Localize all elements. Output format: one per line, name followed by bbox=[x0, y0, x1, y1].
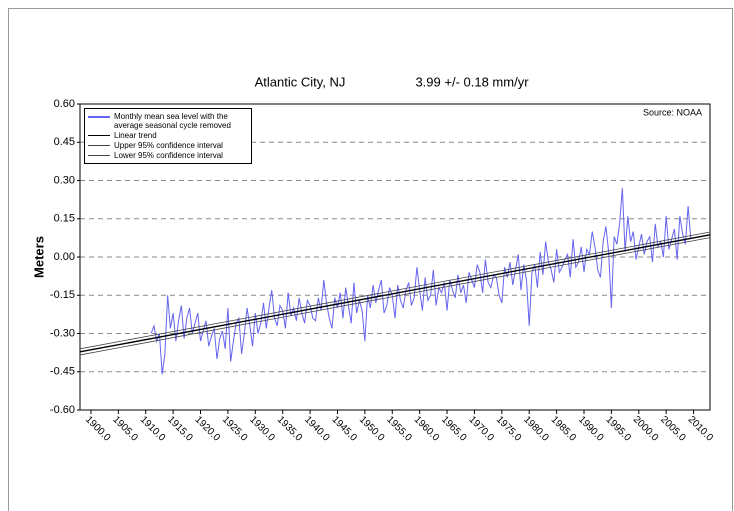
y-tick-label: 0.45 bbox=[54, 136, 75, 148]
series-line bbox=[150, 188, 692, 375]
x-tick-label: 1985.0 bbox=[549, 414, 579, 444]
x-tick-label: 1970.0 bbox=[466, 414, 496, 444]
series-line bbox=[79, 231, 711, 350]
y-tick-label: -0.60 bbox=[50, 404, 75, 416]
x-tick-label: 1975.0 bbox=[494, 414, 524, 444]
y-tick-label: -0.45 bbox=[50, 366, 75, 378]
x-tick-label: 1935.0 bbox=[275, 414, 305, 444]
x-tick-label: 1925.0 bbox=[220, 414, 250, 444]
plot-area bbox=[79, 103, 711, 411]
x-tick-label: 1965.0 bbox=[439, 414, 469, 444]
y-tick-label: -0.15 bbox=[50, 289, 75, 301]
y-axis-label: Meters bbox=[31, 236, 46, 278]
x-tick-label: 1990.0 bbox=[576, 414, 606, 444]
x-tick-label: 1980.0 bbox=[521, 414, 551, 444]
x-tick-label: 1910.0 bbox=[138, 414, 168, 444]
legend-item: Monthly mean sea level with the average … bbox=[88, 112, 248, 130]
x-tick-label: 2005.0 bbox=[658, 414, 688, 444]
x-tick-label: 1995.0 bbox=[603, 414, 633, 444]
annotation: Source: NOAA bbox=[643, 107, 702, 117]
series-line bbox=[79, 234, 711, 353]
x-tick-label: 2000.0 bbox=[631, 414, 661, 444]
legend-label: Linear trend bbox=[114, 131, 157, 140]
x-tick-label: 1950.0 bbox=[357, 414, 387, 444]
y-tick-label: 0.15 bbox=[54, 213, 75, 225]
legend: Monthly mean sea level with the average … bbox=[84, 108, 252, 164]
chart-title: Atlantic City, NJ bbox=[255, 74, 346, 89]
legend-swatch bbox=[88, 155, 110, 156]
legend-label: Monthly mean sea level with the average … bbox=[114, 112, 231, 130]
legend-item: Linear trend bbox=[88, 131, 248, 140]
legend-swatch bbox=[88, 145, 110, 146]
x-tick-label: 1905.0 bbox=[110, 414, 140, 444]
y-tick-label: 0.00 bbox=[54, 251, 75, 263]
x-tick-label: 1920.0 bbox=[193, 414, 223, 444]
legend-item: Upper 95% confidence interval bbox=[88, 141, 248, 150]
legend-label: Lower 95% confidence interval bbox=[114, 151, 223, 160]
x-tick-label: 1900.0 bbox=[83, 414, 113, 444]
y-tick-label: 0.30 bbox=[54, 174, 75, 186]
x-tick-label: 1955.0 bbox=[384, 414, 414, 444]
y-tick-label: -0.30 bbox=[50, 327, 75, 339]
x-tick-label: 1915.0 bbox=[165, 414, 195, 444]
legend-item: Lower 95% confidence interval bbox=[88, 151, 248, 160]
frame bbox=[8, 8, 733, 511]
x-tick-label: 1960.0 bbox=[412, 414, 442, 444]
y-tick-label: 0.60 bbox=[54, 98, 75, 110]
x-tick-label: 2010.0 bbox=[686, 414, 716, 444]
legend-swatch bbox=[88, 135, 110, 136]
series-line bbox=[79, 237, 711, 356]
x-tick-label: 1940.0 bbox=[302, 414, 332, 444]
chart-subtitle: 3.99 +/- 0.18 mm/yr bbox=[415, 74, 529, 89]
x-tick-label: 1930.0 bbox=[247, 414, 277, 444]
legend-swatch bbox=[88, 116, 110, 118]
legend-label: Upper 95% confidence interval bbox=[114, 141, 223, 150]
x-tick-label: 1945.0 bbox=[329, 414, 359, 444]
